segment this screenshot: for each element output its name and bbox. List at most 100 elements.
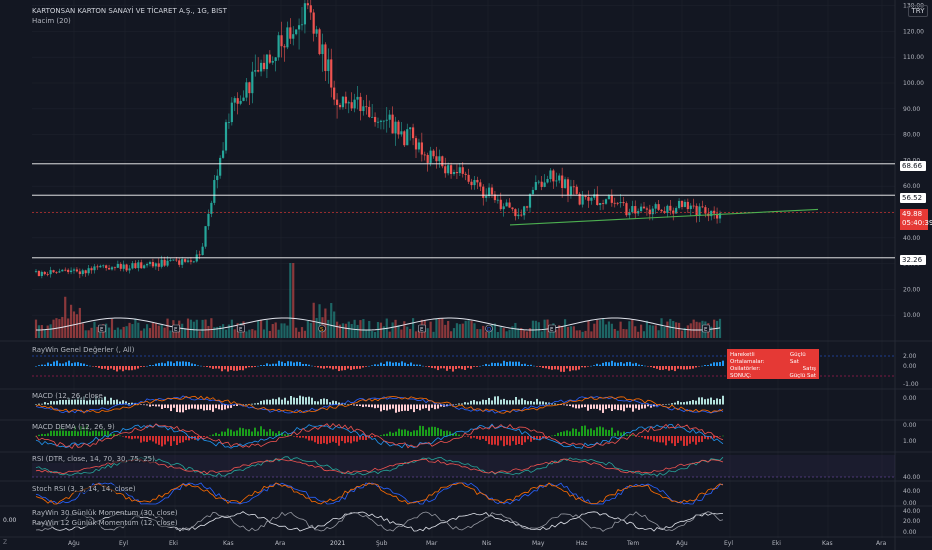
- candle-body: [274, 57, 277, 61]
- volume-bar: [34, 319, 38, 338]
- histogram-bar: [488, 397, 490, 405]
- histogram-bar: [335, 401, 337, 405]
- volume-bar: [432, 331, 435, 338]
- candle-body: [470, 181, 473, 186]
- histogram-bar: [494, 396, 496, 405]
- volume-bar: [648, 325, 651, 338]
- histogram-bar: [380, 404, 382, 412]
- time-tick-label: Kas: [822, 540, 833, 547]
- volume-bar: [251, 329, 254, 338]
- candle-body: [315, 29, 318, 34]
- symbol-title: KARTONSAN KARTON SANAYİ VE TİCARET A.Ş.,…: [32, 7, 227, 15]
- candle-body: [72, 269, 76, 271]
- histogram-bar: [434, 366, 436, 369]
- raywin-general-label[interactable]: RayWin Genel Değerler (, All): [32, 346, 135, 354]
- volume-bar: [210, 318, 213, 338]
- volume-bar: [639, 324, 643, 338]
- momentum12-label[interactable]: RayWin 12 Günlük Momentum (12, close): [32, 519, 178, 527]
- volume-bar: [391, 322, 394, 338]
- volume-bar: [324, 308, 327, 338]
- histogram-bar: [164, 436, 166, 445]
- candle-body: [514, 209, 517, 217]
- candle-body: [143, 265, 146, 269]
- histogram-bar: [302, 396, 304, 405]
- volume-bar: [686, 325, 689, 338]
- histogram-bar: [473, 366, 475, 367]
- histogram-bar: [332, 436, 334, 442]
- histogram-bar: [149, 365, 151, 366]
- histogram-bar: [95, 366, 97, 367]
- histogram-bar: [347, 366, 349, 369]
- histogram-bar: [482, 399, 484, 405]
- candle-body: [566, 179, 570, 195]
- level-tag-3: 32.26: [900, 255, 926, 265]
- candle-body: [464, 173, 467, 175]
- volume-bar: [616, 330, 619, 338]
- candle-body: [371, 116, 374, 118]
- histogram-bar: [53, 361, 55, 366]
- histogram-bar: [179, 436, 181, 443]
- macd-label[interactable]: MACD (12, 26, close: [32, 392, 103, 400]
- macd-dema-label[interactable]: MACD DEMA (12, 26, 9): [32, 423, 115, 431]
- histogram-bar: [281, 399, 283, 405]
- price-tick-label: 110.00: [903, 54, 924, 61]
- candle-body: [140, 262, 143, 269]
- volume-bar: [119, 329, 122, 338]
- histogram-bar: [365, 366, 367, 367]
- histogram-bar: [473, 399, 475, 405]
- histogram-bar: [230, 404, 232, 408]
- volume-bar: [110, 318, 114, 338]
- candle-body: [394, 121, 397, 134]
- histogram-bar: [152, 404, 154, 406]
- histogram-bar: [212, 404, 214, 412]
- timezone-z-icon[interactable]: Z: [3, 539, 8, 546]
- histogram-bar: [263, 429, 265, 436]
- volume-bar: [335, 321, 339, 338]
- histogram-bar: [416, 430, 418, 436]
- candle-body: [107, 268, 111, 270]
- histogram-bar: [632, 404, 634, 412]
- histogram-bar: [245, 366, 247, 369]
- event-badge-label: S: [320, 327, 324, 333]
- histogram-bar: [149, 404, 151, 407]
- histogram-bar: [677, 436, 679, 444]
- candle-body: [403, 131, 406, 146]
- volume-bar: [400, 329, 403, 338]
- volume-bar: [160, 325, 163, 338]
- time-tick-label: Ağu: [68, 540, 80, 547]
- time-tick-label: Ara: [275, 540, 286, 547]
- volume-bar: [502, 328, 505, 338]
- candle-body: [479, 182, 482, 187]
- volume-bar: [528, 328, 532, 338]
- histogram-bar: [368, 404, 370, 408]
- candle-body: [43, 271, 46, 275]
- histogram-bar: [35, 404, 37, 405]
- volume-bar: [306, 320, 309, 338]
- candle-body: [631, 206, 634, 213]
- macd-signal-line: [35, 395, 724, 414]
- rsi-label[interactable]: RSI (DTR, close, 14, 70, 30, 75, 25): [32, 455, 155, 463]
- histogram-bar: [107, 400, 109, 405]
- momentum30-label[interactable]: RayWin 30 Günlük Momentum (30, close): [32, 509, 178, 517]
- currency-badge[interactable]: TRY: [908, 5, 928, 17]
- volume-bar: [195, 319, 198, 338]
- histogram-bar: [383, 363, 385, 366]
- histogram-bar: [119, 366, 121, 370]
- volume-bar: [657, 330, 660, 338]
- stoch-rsi-label[interactable]: Stoch RSI (3, 3, 14, 14, close): [32, 485, 136, 493]
- volume-bar: [254, 330, 257, 338]
- price-tick-label: 90.00: [903, 106, 920, 113]
- candle-body: [148, 262, 152, 265]
- histogram-bar: [92, 400, 94, 405]
- histogram-bar: [461, 403, 463, 405]
- indicator-tick-label: 0.00: [903, 363, 917, 370]
- histogram-bar: [215, 366, 217, 369]
- time-tick-label: 2021: [330, 540, 345, 547]
- histogram-bar: [413, 404, 415, 413]
- candle-body: [698, 206, 701, 216]
- rsi-band: [32, 455, 895, 477]
- histogram-bar: [629, 404, 631, 408]
- candle-body: [113, 267, 117, 269]
- histogram-bar: [188, 404, 190, 410]
